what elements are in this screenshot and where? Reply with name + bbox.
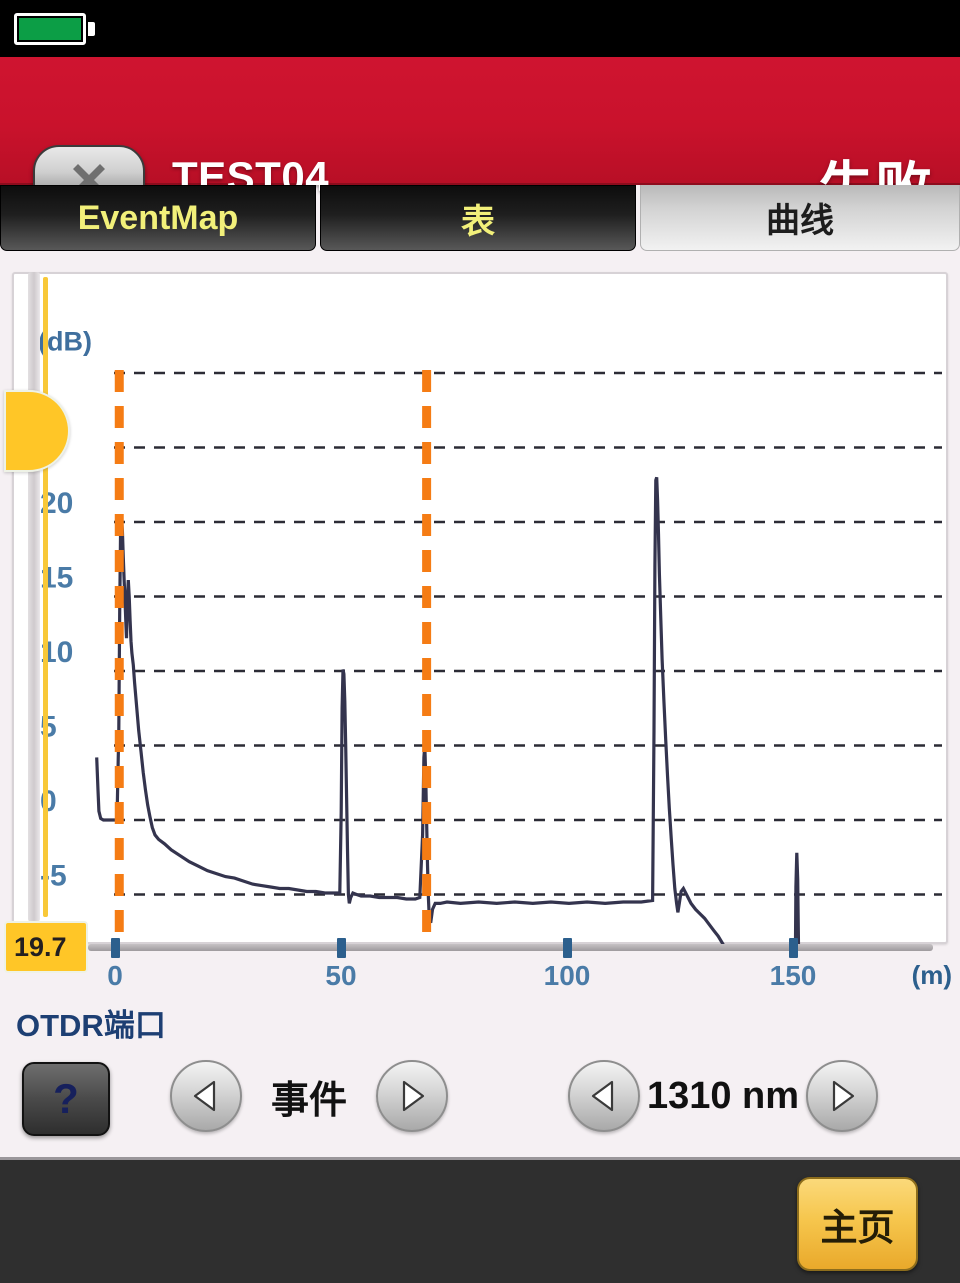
x-tick — [789, 938, 798, 958]
wavelength-stepper: 1310 nm — [568, 1060, 878, 1132]
event-prev-button[interactable] — [170, 1060, 242, 1132]
tab-table[interactable]: 表 — [320, 185, 636, 251]
wavelength-next-button[interactable] — [806, 1060, 878, 1132]
tab-eventmap[interactable]: EventMap — [0, 185, 316, 251]
x-tick — [563, 938, 572, 958]
event-stepper-label: 事件 — [270, 1079, 347, 1122]
tab-trace[interactable]: 曲线 — [640, 185, 960, 251]
x-axis-unit-label: (m) — [911, 960, 952, 990]
home-button[interactable]: 主页 — [797, 1177, 918, 1271]
triangle-left-icon — [193, 1080, 216, 1112]
title-bar: TEST04 失败 — [0, 57, 960, 221]
x-tick — [111, 938, 120, 958]
triangle-right-icon — [832, 1080, 855, 1112]
triangle-right-icon — [402, 1080, 425, 1112]
otdr-trace-chart[interactable]: -5 0 5 10 15 20 (dB) — [12, 272, 950, 946]
battery-full-icon — [14, 13, 86, 45]
wavelength-prev-button[interactable] — [568, 1060, 640, 1132]
x-tick — [337, 938, 346, 958]
event-next-button[interactable] — [376, 1060, 448, 1132]
vertical-slider-track — [43, 277, 48, 917]
port-label: OTDR端口 — [16, 1008, 166, 1043]
plot-area: -5 0 5 10 15 20 (dB) — [14, 274, 950, 946]
help-button[interactable]: ? — [22, 1062, 110, 1136]
x-axis: (m) 0 50 100 150 — [88, 938, 952, 1004]
battery-fill — [19, 18, 81, 40]
trace-line — [95, 476, 801, 946]
triangle-left-icon — [591, 1080, 614, 1112]
x-tick-label: 150 — [769, 960, 817, 991]
x-tick-label: 100 — [543, 960, 591, 991]
status-bar — [0, 0, 960, 57]
vertical-scrollbar-track[interactable] — [28, 272, 40, 922]
vertical-slider-thumb[interactable] — [4, 390, 70, 472]
battery-tip — [88, 22, 95, 36]
x-tick-label: 0 — [107, 960, 123, 991]
event-stepper: 事件 — [170, 1060, 448, 1132]
wavelength-value: 1310 nm — [646, 1074, 800, 1117]
x-tick-label: 50 — [325, 960, 357, 991]
tab-bar: EventMap 表 曲线 — [0, 185, 960, 251]
horizontal-scrollbar-track[interactable] — [88, 944, 933, 951]
cursor-value-badge: 19.7 — [4, 921, 88, 973]
footer-bar: 主页 — [0, 1157, 960, 1283]
